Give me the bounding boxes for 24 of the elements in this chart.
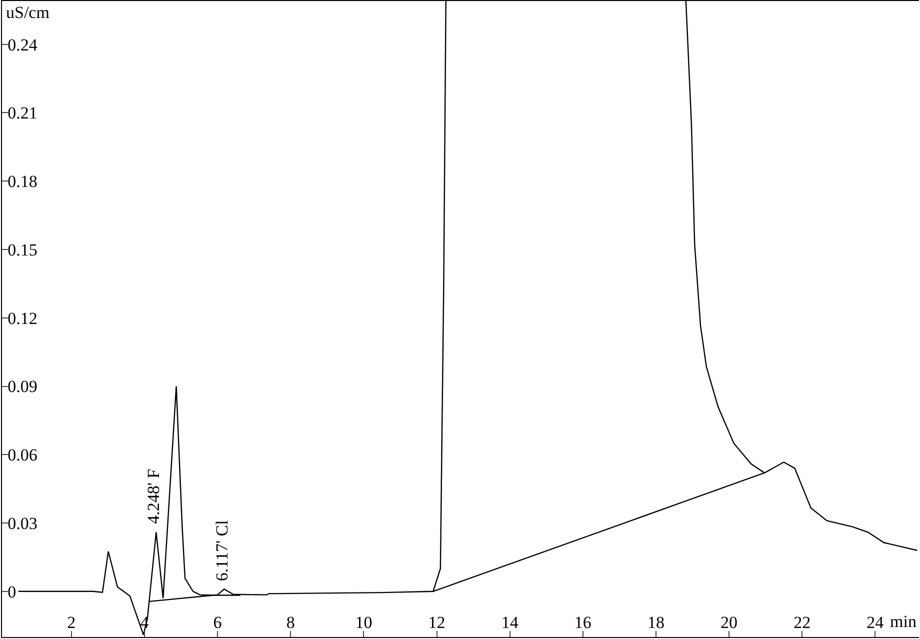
y-tick-label: 0.12 <box>8 308 38 328</box>
y-tick-label: 0.18 <box>8 172 38 192</box>
y-tick-label: 0.09 <box>8 377 38 396</box>
y-axis-title: uS/cm <box>6 3 50 22</box>
x-tick-label: 6 <box>213 613 222 632</box>
x-tick-label: 10 <box>355 613 372 632</box>
y-tick-label: 0.15 <box>8 240 38 260</box>
annotation: 6.117' Cl <box>212 520 232 582</box>
x-tick-label: 14 <box>501 613 519 632</box>
y-tick-label: 0.06 <box>8 446 38 465</box>
x-tick-label: 16 <box>574 613 592 632</box>
y-tick-label: 0.21 <box>8 104 38 123</box>
x-tick-label: 18 <box>647 613 664 632</box>
y-tick-label: 0 <box>8 582 16 602</box>
y-tick-label: 0.24 <box>8 35 38 54</box>
x-tick-label: 12 <box>428 613 446 632</box>
x-tick-label: 22 <box>794 613 811 632</box>
x-tick-label: 2 <box>67 613 76 632</box>
y-tick-label: 0.03 <box>8 514 38 533</box>
x-tick-label: 24 <box>866 613 884 632</box>
x-axis-title: min <box>890 612 917 631</box>
x-tick-label: 20 <box>720 613 738 632</box>
x-tick-label: 8 <box>286 613 295 632</box>
annotation: 4.248' F <box>144 468 164 524</box>
